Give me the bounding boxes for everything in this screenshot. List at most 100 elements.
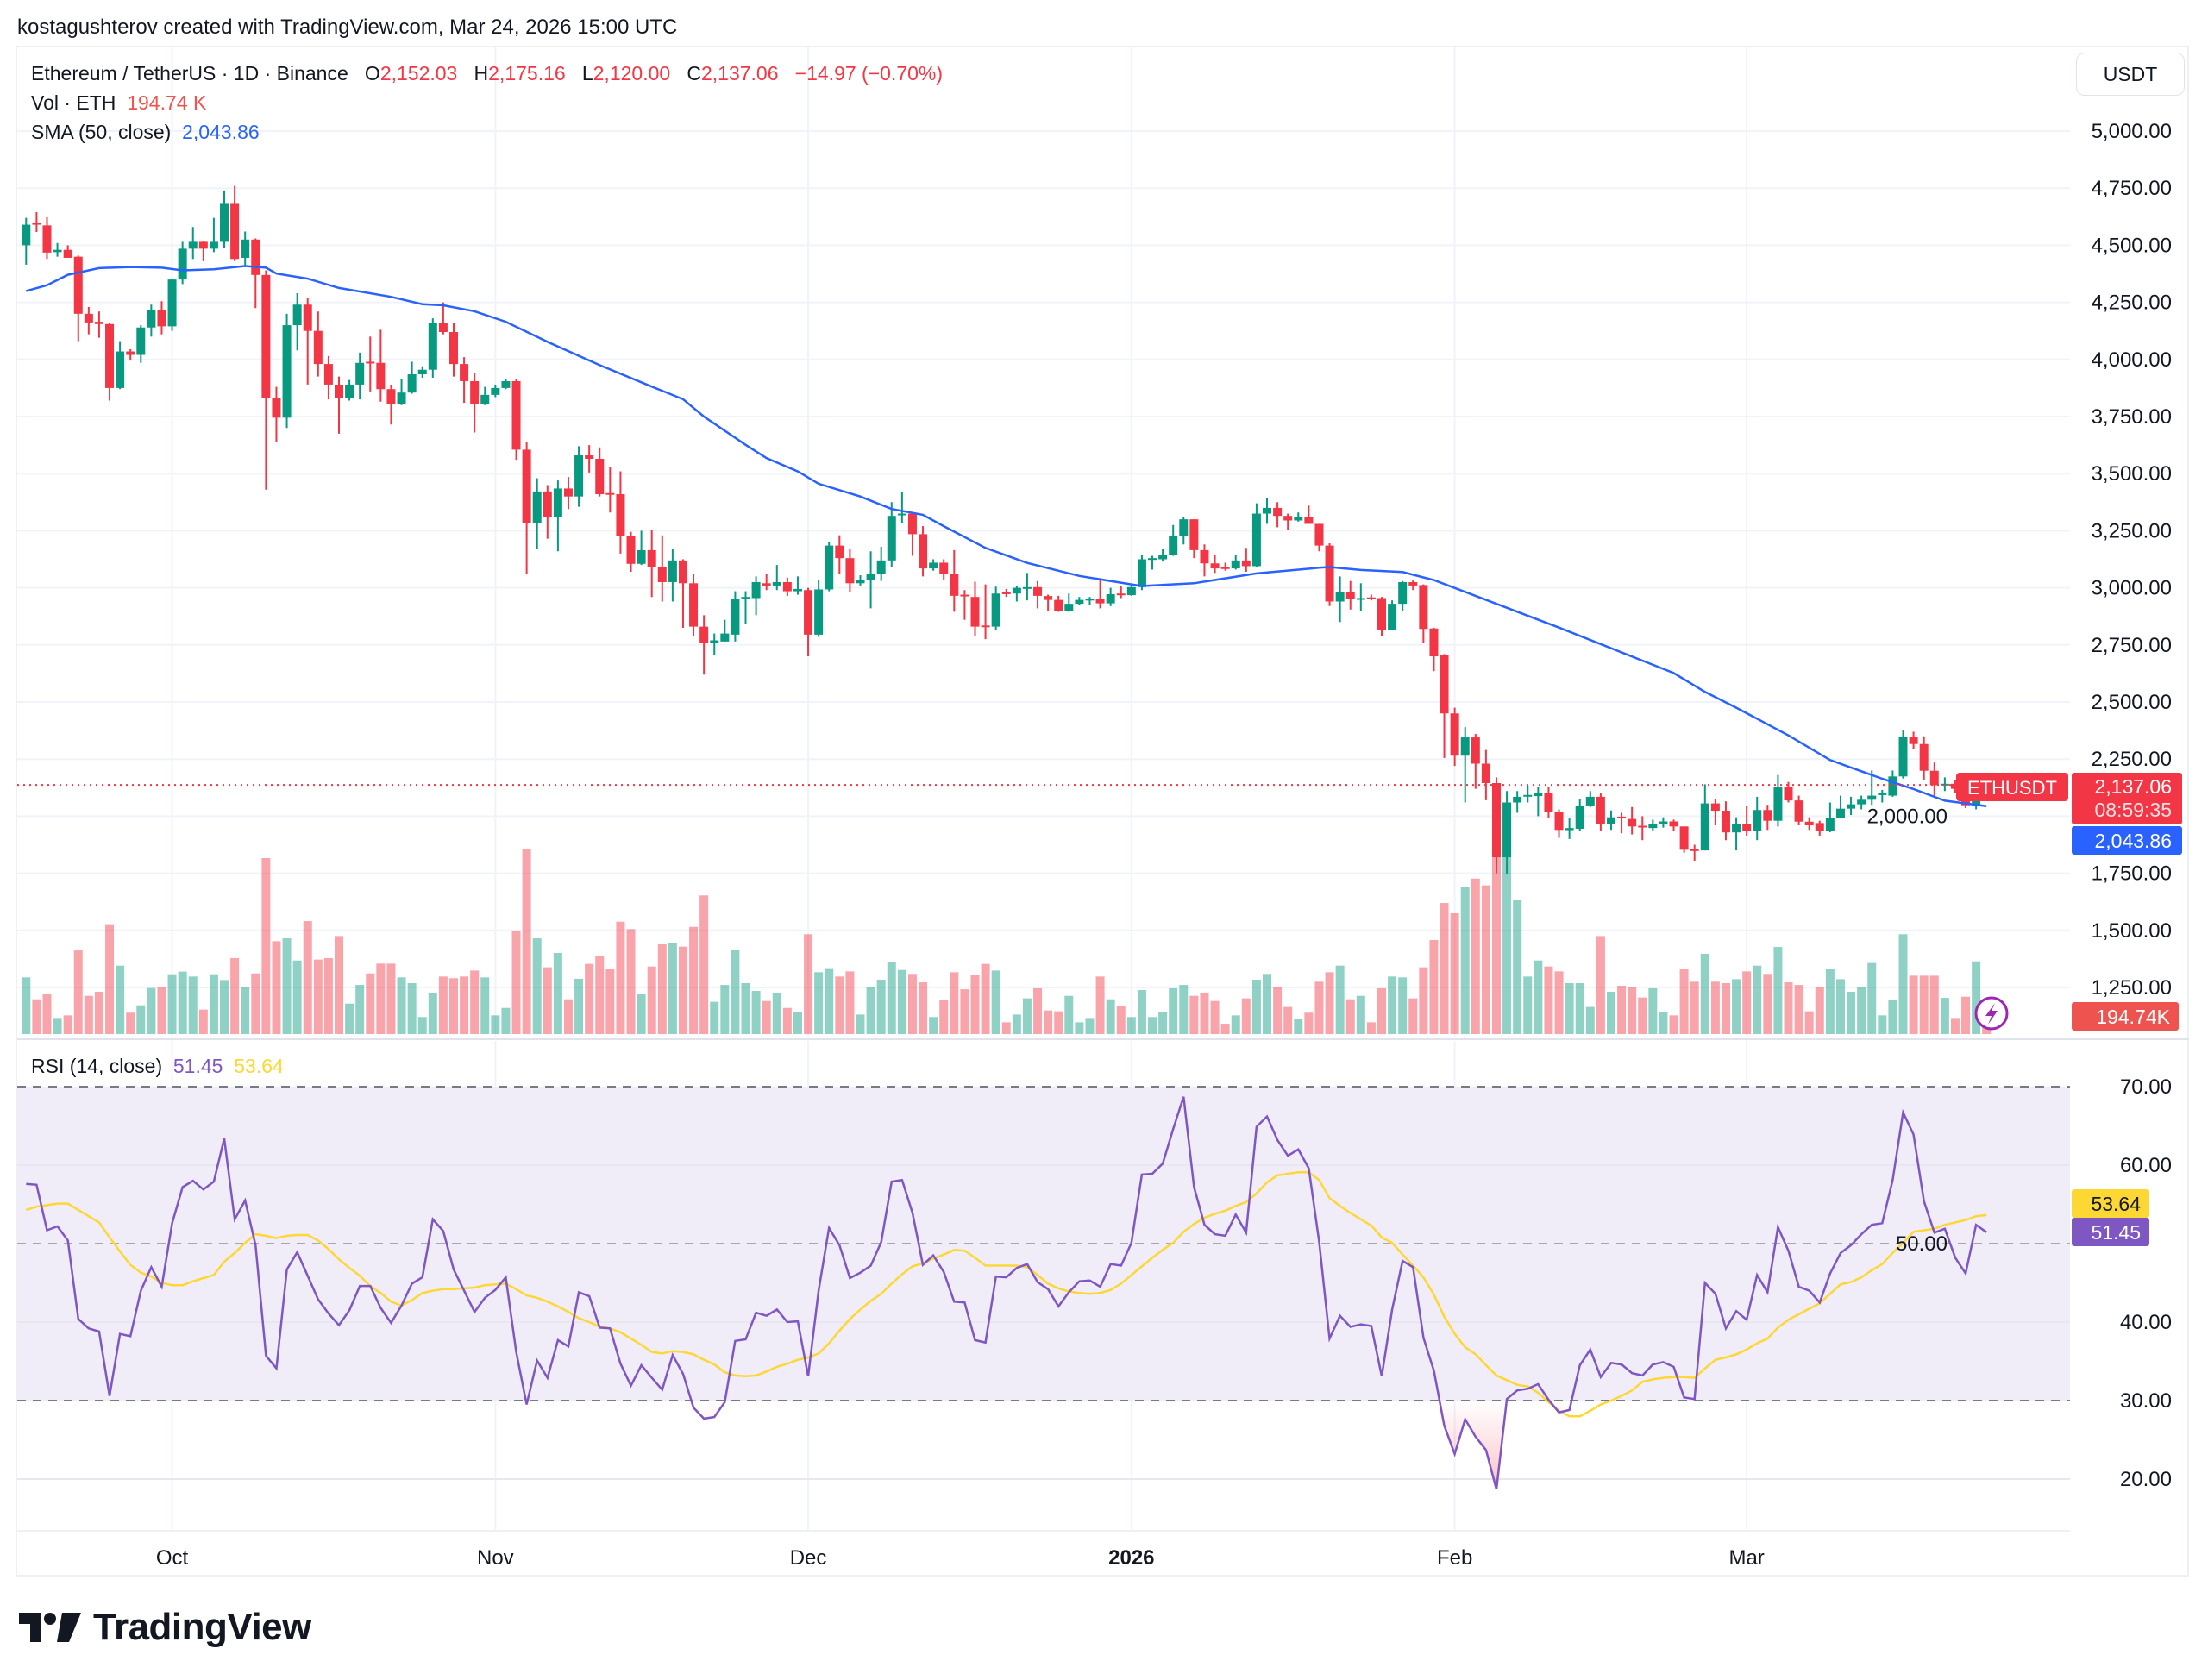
volume-bar bbox=[1148, 1017, 1157, 1034]
volume-bar bbox=[782, 1007, 792, 1034]
volume-bar bbox=[689, 926, 699, 1034]
candle-body bbox=[605, 492, 615, 495]
volume-bar bbox=[626, 929, 636, 1034]
tradingview-logo[interactable]: TradingView bbox=[19, 1606, 311, 1649]
sma-50-line bbox=[25, 265, 1987, 808]
volume-bar bbox=[397, 977, 406, 1034]
time-tick-label: 2026 bbox=[1108, 1546, 1154, 1570]
candle-body bbox=[1878, 793, 1887, 795]
candle-body bbox=[1398, 581, 1408, 605]
volume-bar bbox=[303, 921, 312, 1034]
volume-bar bbox=[1847, 991, 1856, 1034]
volume-bar bbox=[167, 974, 177, 1034]
currency-button[interactable]: USDT bbox=[2076, 53, 2185, 96]
time-tick-label: Feb bbox=[1437, 1546, 1472, 1570]
candle-body bbox=[1710, 803, 1720, 812]
volume-bar bbox=[220, 980, 229, 1034]
price-tick-label: 1,250.00 bbox=[2092, 976, 2172, 1000]
candle-body bbox=[522, 449, 531, 523]
candle-body bbox=[282, 325, 292, 418]
volume-bar bbox=[470, 970, 480, 1034]
candle-body bbox=[136, 327, 146, 355]
volume-bar bbox=[876, 979, 886, 1034]
price-tick-label: 4,750.00 bbox=[2092, 177, 2172, 200]
rsi-badge-text: 51.45 bbox=[2091, 1221, 2141, 1244]
candle-body bbox=[1784, 787, 1793, 801]
candle-body bbox=[397, 392, 406, 404]
price-tick-label: 3,500.00 bbox=[2092, 462, 2172, 486]
price-tick-label: 5,000.00 bbox=[2092, 120, 2172, 143]
symbol-legend[interactable]: Ethereum / TetherUS · 1D · Binance O2,15… bbox=[31, 62, 943, 85]
volume-bar bbox=[1909, 975, 1918, 1034]
volume-bar bbox=[1835, 979, 1845, 1034]
volume-bar bbox=[1732, 979, 1741, 1034]
volume-bar bbox=[1408, 998, 1418, 1034]
volume-bar bbox=[1356, 995, 1365, 1034]
volume-bar bbox=[188, 976, 198, 1034]
sma-legend[interactable]: SMA (50, close) 2,043.86 bbox=[31, 121, 260, 144]
volume-bar bbox=[1669, 1015, 1678, 1034]
volume-legend[interactable]: Vol · ETH 194.74 K bbox=[31, 91, 206, 115]
volume-bar bbox=[22, 977, 31, 1034]
time-axis-labels[interactable]: Oct Nov Dec 2026 Feb Mar bbox=[156, 1546, 1765, 1570]
volume-bar bbox=[637, 994, 646, 1034]
volume-bar bbox=[73, 950, 83, 1034]
candle-body bbox=[1534, 793, 1543, 797]
rsi-tick-label: 20.00 bbox=[2120, 1468, 2172, 1491]
candle-body bbox=[731, 599, 740, 635]
rsi-line bbox=[26, 1096, 1987, 1490]
price-axis-labels[interactable]: 5,000.00 4,750.00 4,500.00 4,250.00 4,000.00… bbox=[1867, 120, 2172, 1000]
volume-bar bbox=[1794, 985, 1803, 1034]
price-tick-label: 2,000.00 bbox=[1867, 805, 1948, 828]
volume-bar bbox=[1596, 936, 1605, 1034]
volume-bar bbox=[1231, 1015, 1240, 1034]
candle-body bbox=[981, 625, 990, 628]
candle-body bbox=[230, 203, 240, 260]
volume-bar bbox=[1753, 965, 1762, 1034]
candle-body bbox=[845, 558, 855, 584]
volume-bar bbox=[1628, 987, 1637, 1034]
volume-bar bbox=[335, 936, 343, 1034]
volume-bar bbox=[32, 999, 41, 1034]
volume-bar bbox=[1064, 995, 1074, 1034]
candle-body bbox=[1283, 516, 1293, 521]
candle-body bbox=[1085, 599, 1095, 601]
rsi-tick-label: 40.00 bbox=[2120, 1311, 2172, 1334]
volume-bar bbox=[1565, 982, 1574, 1034]
volume-bar bbox=[417, 1017, 427, 1034]
candle-body bbox=[1898, 737, 1908, 777]
volume-bar bbox=[448, 978, 458, 1034]
rsi-value: 51.45 bbox=[172, 1055, 223, 1077]
volume-bar bbox=[491, 1015, 500, 1034]
candle-body bbox=[856, 580, 865, 584]
volume-bar bbox=[94, 991, 104, 1034]
rsi-tick-label: 60.00 bbox=[2120, 1154, 2172, 1177]
rsi-axis-labels[interactable]: 70.00 60.00 50.00 40.00 30.00 20.00 bbox=[1896, 1075, 2172, 1491]
candle-body bbox=[1929, 770, 1939, 786]
candle-body bbox=[407, 374, 417, 393]
change-value: −14.97 (−0.70%) bbox=[794, 62, 944, 85]
close-label: C bbox=[687, 62, 701, 85]
candle-body bbox=[1033, 586, 1043, 596]
chart-frame bbox=[16, 46, 2189, 1577]
volume-bar bbox=[605, 969, 615, 1034]
volume-bar bbox=[907, 974, 917, 1034]
volume-bar bbox=[1638, 997, 1647, 1034]
chart-attribution: kostagushterov created with TradingView.… bbox=[17, 16, 678, 39]
price-tick-label: 3,250.00 bbox=[2092, 519, 2172, 542]
volume-bar bbox=[198, 1009, 208, 1034]
candle-body bbox=[1763, 810, 1772, 821]
rsi-legend[interactable]: RSI (14, close) 51.45 53.64 bbox=[31, 1055, 284, 1078]
rsi-ma-value: 53.64 bbox=[234, 1055, 284, 1077]
volume-bar bbox=[1335, 965, 1345, 1034]
time-tick-label: Nov bbox=[477, 1546, 514, 1570]
candle-body bbox=[241, 239, 250, 258]
candle-body bbox=[1659, 821, 1668, 824]
candle-body bbox=[1700, 803, 1709, 851]
volume-bar bbox=[460, 976, 469, 1034]
volume-bar bbox=[1554, 971, 1564, 1034]
candle-body bbox=[1158, 555, 1168, 560]
candle-body bbox=[1554, 812, 1564, 831]
lightning-icon[interactable] bbox=[1974, 996, 2009, 1031]
